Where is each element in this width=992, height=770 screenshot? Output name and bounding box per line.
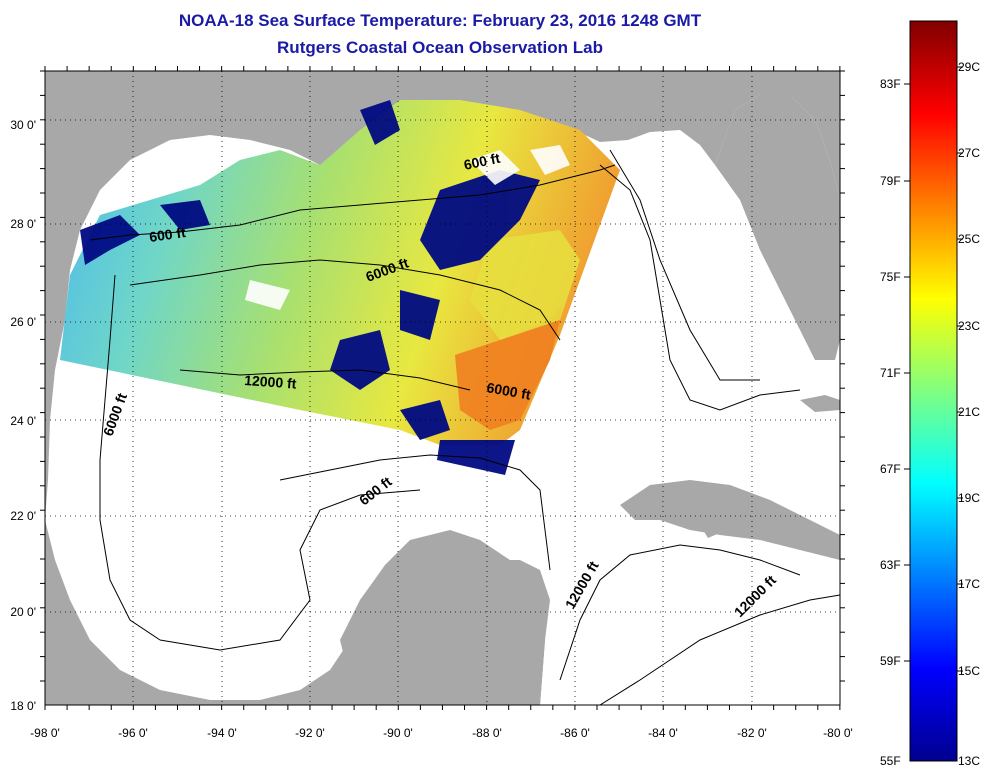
x-axis-labels: -98 0' -96 0' -94 0' -92 0' -90 0' -88 0… [30, 726, 853, 740]
colorbar-gradient [909, 20, 958, 762]
land-masses [45, 71, 840, 705]
x-tick-label: -98 0' [30, 726, 60, 740]
x-tick-label: -88 0' [472, 726, 502, 740]
land-florida-peninsula [715, 95, 840, 360]
contour-6000-central [129, 259, 561, 341]
map-title: NOAA-18 Sea Surface Temperature: Februar… [178, 11, 702, 30]
y-tick-label: 26 0' [10, 315, 36, 329]
land-us-gulf-coast [45, 71, 840, 520]
graticule [45, 71, 840, 705]
colorbar-ticks [904, 66, 963, 672]
cloud-mask [80, 100, 540, 475]
contour-label-12000-central: 12000 ft [244, 372, 297, 392]
cb-c-label: 13C [958, 754, 980, 768]
contour-6000-south [159, 489, 421, 651]
cb-c-label: 19C [958, 491, 980, 505]
contour-label-600-west: 600 ft [148, 224, 187, 245]
cb-c-label: 29C [958, 60, 980, 74]
y-tick-label: 28 0' [10, 217, 36, 231]
cb-c-label: 23C [958, 319, 980, 333]
frame-ticks [40, 66, 845, 710]
sst-warm-patch [455, 300, 565, 430]
cb-f-label: 59F [880, 654, 901, 668]
contour-12000 [179, 369, 471, 391]
contour-600-south [279, 454, 551, 571]
contour-12000-carib-2 [599, 594, 840, 705]
land-islands-east [800, 395, 840, 412]
cb-f-label: 71F [880, 366, 901, 380]
cb-c-label: 25C [958, 232, 980, 246]
cb-c-label: 15C [958, 664, 980, 678]
y-tick-label: 22 0' [10, 509, 36, 523]
contour-label-6000-east: 6000 ft [485, 379, 532, 403]
y-tick-label: 20 0' [10, 605, 36, 619]
contour-florida [609, 149, 760, 381]
x-tick-label: -80 0' [823, 726, 853, 740]
x-tick-label: -94 0' [207, 726, 237, 740]
y-tick-label: 18 0' [10, 699, 36, 713]
x-tick-label: -84 0' [648, 726, 678, 740]
x-tick-label: -96 0' [118, 726, 148, 740]
cb-f-label: 55F [880, 754, 901, 768]
colorbar-fahrenheit-labels: 83F 79F 75F 71F 67F 63F 59F 55F [880, 77, 901, 768]
map-subtitle: Rutgers Coastal Ocean Observation Lab [277, 38, 603, 57]
y-tick-label: 24 0' [10, 414, 36, 428]
colorbar-celsius-labels: 29C 27C 25C 23C 21C 19C 17C 15C 13C [958, 60, 980, 768]
contour-12000-carib [559, 544, 801, 681]
sst-yellow-patch [470, 230, 580, 340]
x-tick-label: -90 0' [383, 726, 413, 740]
land-isla-juventud [700, 520, 722, 538]
cb-c-label: 17C [958, 577, 980, 591]
contour-600-shelf [599, 164, 801, 411]
cb-f-label: 75F [880, 270, 901, 284]
cb-f-label: 67F [880, 462, 901, 476]
cb-c-label: 27C [958, 146, 980, 160]
cb-f-label: 83F [880, 77, 901, 91]
x-tick-label: -86 0' [560, 726, 590, 740]
bathymetry-contours [89, 149, 840, 705]
y-tick-label: 30 0' [10, 118, 36, 132]
land-cuba [620, 480, 840, 560]
nodata-patches [245, 145, 570, 310]
cb-f-label: 79F [880, 174, 901, 188]
x-tick-label: -92 0' [295, 726, 325, 740]
y-axis-labels: 30 0' 28 0' 26 0' 24 0' 22 0' 20 0' 18 0… [10, 118, 36, 713]
x-tick-label: -82 0' [737, 726, 767, 740]
sst-swath [60, 100, 620, 475]
contour-600-north [89, 164, 616, 241]
cb-c-label: 21C [958, 405, 980, 419]
land-yucatan [340, 530, 545, 705]
contour-label-600-north: 600 ft [462, 150, 501, 173]
contour-6000-west [99, 274, 161, 641]
cb-f-label: 63F [880, 558, 901, 572]
colorbar: 83F 79F 75F 71F 67F 63F 59F 55F 29C 27C … [880, 20, 980, 768]
